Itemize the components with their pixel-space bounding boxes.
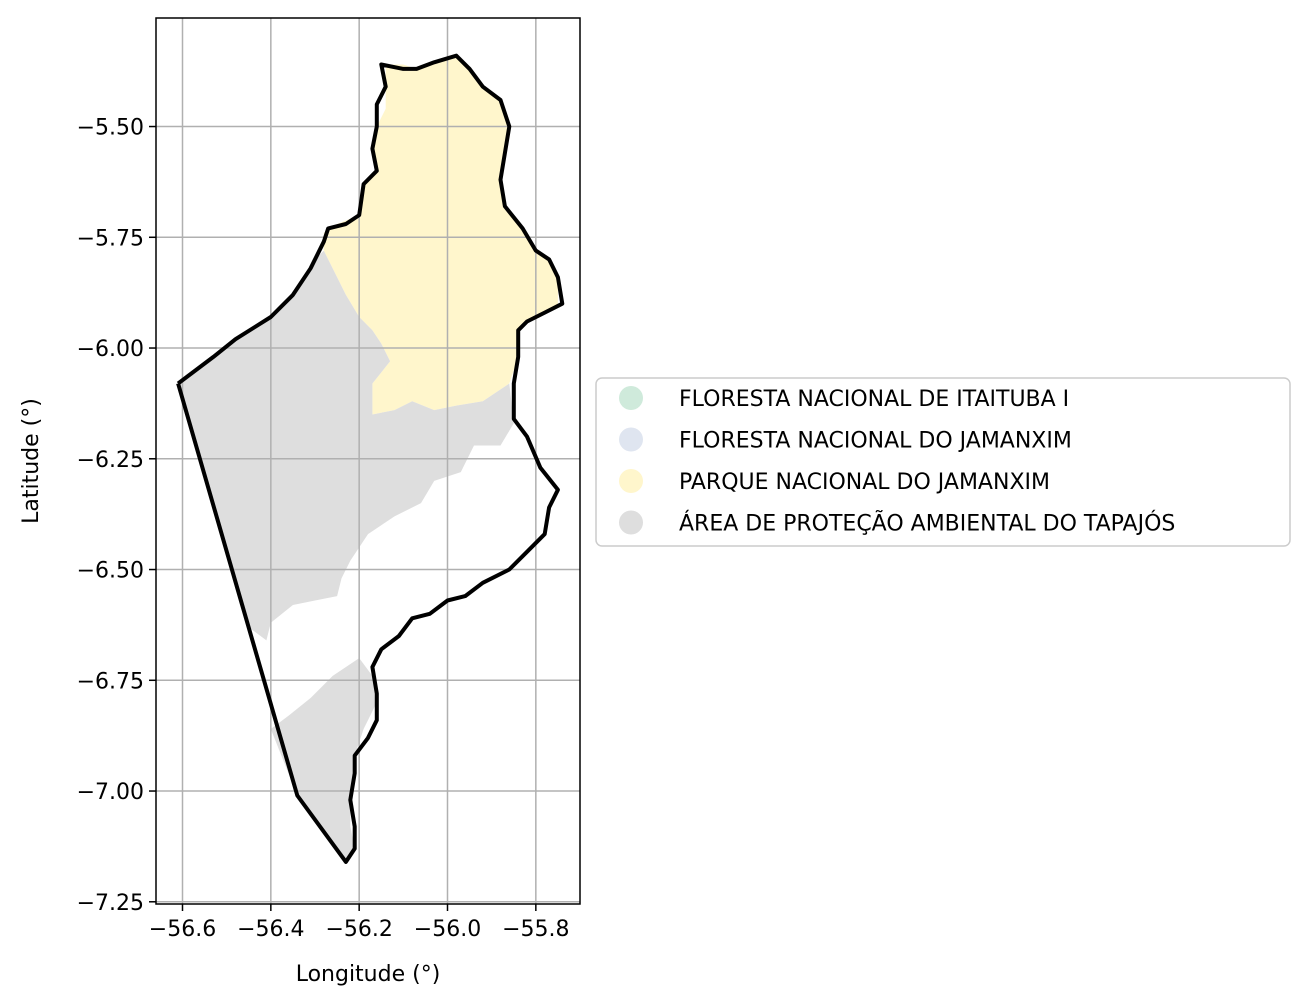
legend-entry-label: FLORESTA NACIONAL DE ITAITUBA I [679,387,1069,412]
y-tick-label: −7.00 [77,780,144,805]
x-tick-label: −56.4 [237,917,304,942]
legend-box [595,377,1291,547]
y-tick-label: −6.50 [77,559,144,584]
legend-marker [619,510,643,535]
x-tick-label: −55.8 [502,917,569,942]
plot-frame [155,17,581,905]
legend-marker [619,469,643,493]
x-tick-label: −56.2 [325,917,392,942]
municipality-boundary [176,53,565,864]
y-tick-label: −7.25 [77,891,144,916]
y-axis-label: Latitude (°) [19,398,44,524]
y-axis-ticks: −5.50 −5.75 −6.00 −6.25 −6.50 −6.75 −7.00 −7.25 [77,116,156,916]
y-tick-label: −6.75 [77,669,144,694]
x-axis-ticks: −56.6 −56.4 −56.2 −56.0 −55.8 [149,904,570,942]
x-tick-label: −56.0 [414,917,481,942]
plot-area [156,18,580,904]
y-tick-label: −5.50 [77,116,144,141]
legend-marker [619,386,643,410]
legend-entry-label: ÁREA DE PROTEÇÃO AMBIENTAL DO TAPAJÓS [679,510,1175,537]
x-axis-label: Longitude (°) [296,962,441,987]
legend-entry-label: FLORESTA NACIONAL DO JAMANXIM [679,429,1072,454]
y-tick-label: −6.25 [77,448,144,473]
parque-nacional-jamanxim-region [323,55,558,415]
legend: FLORESTA NACIONAL DE ITAITUBA I FLORESTA … [595,377,1291,547]
legend-marker [619,427,643,452]
y-tick-label: −6.00 [77,337,144,362]
x-tick-label: −56.6 [149,917,216,942]
legend-entry-label: PARQUE NACIONAL DO JAMANXIM [679,470,1050,495]
y-tick-label: −5.75 [77,226,144,251]
